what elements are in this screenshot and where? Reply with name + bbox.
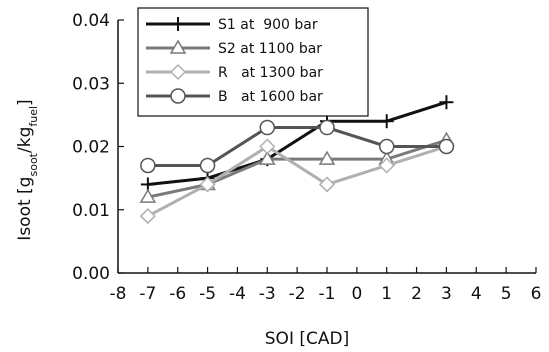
data-point-plus — [379, 114, 394, 129]
data-point-triangle — [258, 150, 276, 165]
x-tick-label: 6 — [531, 284, 542, 304]
series-line — [147, 100, 447, 186]
y-axis-label-main: Isoot [g — [15, 177, 35, 241]
x-tick-label: 1 — [381, 284, 392, 304]
legend-entry: S2 at 1100 bar — [146, 39, 322, 57]
x-tick-label: -5 — [199, 284, 216, 304]
series-2 — [139, 131, 455, 203]
data-point-diamond — [259, 138, 276, 155]
data-point-plus — [439, 95, 454, 110]
legend-entry: B at 1600 bar — [146, 88, 323, 105]
legend-marker-circle — [170, 88, 186, 104]
x-tick-label: -2 — [289, 284, 306, 304]
x-tick-label: 3 — [441, 284, 452, 304]
legend-marker-plus — [171, 17, 185, 31]
y-tick-label: 0.01 — [72, 201, 110, 221]
data-point-circle — [378, 138, 395, 155]
y-tick-label: 0.02 — [72, 138, 110, 158]
legend-label: S2 at 1100 bar — [218, 41, 322, 57]
data-point-triangle — [318, 150, 336, 165]
x-axis-label: SOI [CAD] — [265, 329, 349, 349]
x-tick-label: -3 — [259, 284, 276, 304]
data-point-triangle — [139, 188, 157, 203]
x-tick-label: 4 — [471, 284, 482, 304]
y-axis-label: Isoot [gsoot/kgfuel] — [15, 99, 40, 240]
data-point-circle — [319, 119, 335, 136]
data-point-circle — [199, 157, 216, 174]
legend-label: S1 at 900 bar — [218, 17, 318, 33]
x-tick-label: 2 — [411, 284, 422, 304]
series-1 — [140, 95, 454, 192]
data-point-diamond — [378, 157, 395, 174]
x-tick-label: 0 — [351, 284, 362, 304]
data-point-diamond — [139, 208, 156, 225]
series-4 — [140, 119, 455, 174]
series-line — [147, 144, 447, 218]
y-axis-label-sub-fuel: fuel — [27, 106, 40, 127]
y-axis-label-mid: /kg — [15, 127, 35, 153]
x-tick-label: 5 — [501, 284, 512, 304]
legend-label: B at 1600 bar — [218, 89, 323, 105]
series-layer — [139, 95, 455, 225]
legend-label: R at 1300 bar — [218, 65, 323, 81]
y-axis-label-sub-soot: soot — [27, 152, 40, 176]
x-tick-label: -6 — [169, 284, 186, 304]
x-tick-label: -1 — [319, 284, 336, 304]
series-line — [147, 126, 447, 167]
y-axis-label-end: ] — [15, 99, 35, 106]
legend: S1 at 900 bar S2 at 1100 bar R at 1300 bar… — [137, 7, 369, 117]
x-tick-label: -8 — [110, 284, 127, 304]
y-tick-label: 0.04 — [72, 11, 110, 31]
data-point-circle — [438, 138, 455, 155]
x-tick-label: -4 — [229, 284, 246, 304]
legend-marker-triangle — [169, 39, 187, 54]
data-point-diamond — [199, 176, 216, 193]
y-tick-label: 0.03 — [72, 74, 110, 94]
y-tick-label: 0.00 — [72, 264, 110, 284]
y-axis-ticks: 0.00 0.01 0.02 0.03 0.04 — [72, 11, 124, 284]
legend-entry: S1 at 900 bar — [146, 17, 318, 33]
legend-marker-diamond — [169, 63, 187, 81]
series-line — [147, 138, 447, 199]
legend-entry: R at 1300 bar — [146, 63, 323, 81]
data-point-diamond — [318, 176, 336, 193]
x-tick-label: -7 — [139, 284, 156, 304]
data-point-circle — [140, 157, 156, 174]
x-axis-ticks: -8 -7 -6 -5 -4 -3 -2 -1 0 1 2 3 4 5 6 — [110, 267, 542, 304]
data-point-circle — [259, 119, 276, 136]
